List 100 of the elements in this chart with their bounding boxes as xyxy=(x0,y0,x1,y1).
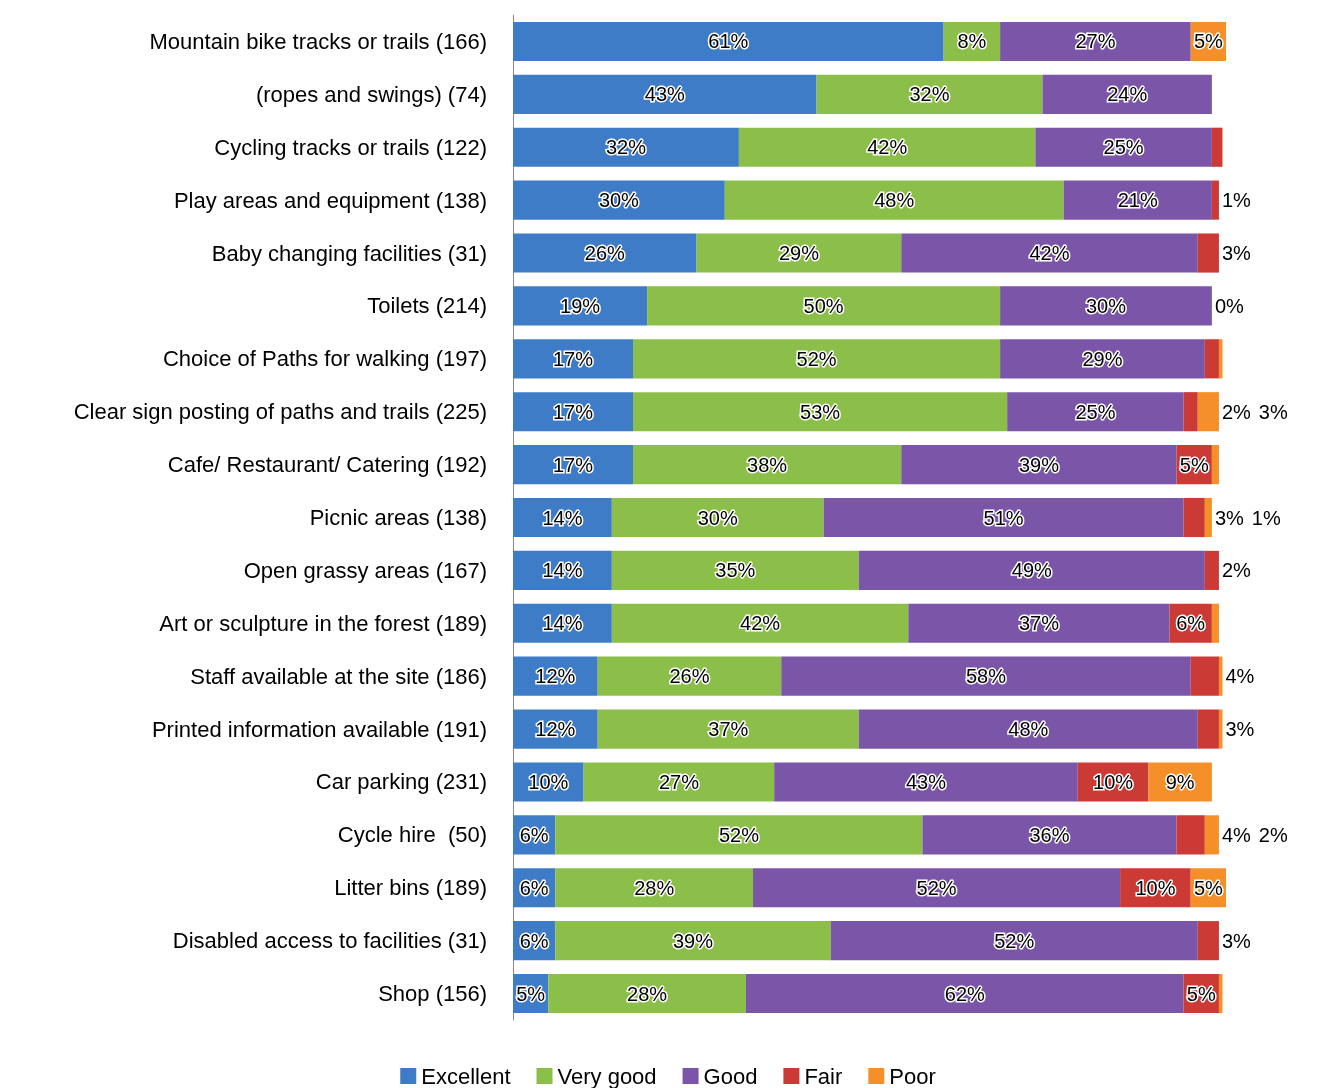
legend-label: Very good xyxy=(557,1063,657,1088)
bar xyxy=(1190,656,1219,696)
bar xyxy=(901,233,1198,273)
data-label: 5% xyxy=(1186,982,1216,1005)
bar xyxy=(513,180,725,220)
data-label: 32% xyxy=(909,83,950,106)
bar xyxy=(633,339,1001,379)
data-label: 5% xyxy=(516,982,546,1005)
data-label: 5% xyxy=(1193,30,1224,53)
data-label: 48% xyxy=(1008,718,1049,741)
data-label: 17% xyxy=(552,400,594,423)
bar xyxy=(513,127,739,167)
data-label: 9% xyxy=(1165,770,1195,793)
y-tick-label: Toilets (214) xyxy=(367,293,487,319)
y-tick-label: Cycle hire (50) xyxy=(337,822,487,848)
bar xyxy=(1204,497,1212,538)
y-tick-label: Picnic areas (138) xyxy=(309,505,487,530)
data-label: 28% xyxy=(634,876,675,899)
data-label: 8% xyxy=(957,30,987,53)
data-label: 6% xyxy=(519,823,549,846)
bar xyxy=(633,392,1008,432)
bar xyxy=(633,445,902,485)
bar xyxy=(901,445,1177,485)
legend-label: Fair xyxy=(804,1063,843,1088)
data-label: 2% xyxy=(1221,559,1252,582)
data-label: 26% xyxy=(669,665,710,688)
bar xyxy=(922,815,1177,855)
legend-label: Good xyxy=(703,1063,758,1088)
data-label: 32% xyxy=(605,136,647,159)
data-label: 6% xyxy=(519,876,549,899)
data-label: 3% xyxy=(1258,400,1288,423)
data-label: 2% xyxy=(1221,400,1252,423)
y-tick-label: Clear sign posting of paths and trails (225) xyxy=(73,399,487,425)
data-label: 25% xyxy=(1103,136,1144,159)
bar xyxy=(611,550,859,590)
bar xyxy=(858,709,1198,749)
data-label: 19% xyxy=(560,294,601,317)
data-label: 49% xyxy=(1011,559,1053,582)
data-label: 43% xyxy=(644,83,686,106)
data-label: 35% xyxy=(715,559,756,582)
bar xyxy=(1204,339,1219,379)
bar xyxy=(555,815,923,855)
data-label: 39% xyxy=(1018,453,1060,476)
bar xyxy=(1197,392,1219,432)
data-label: 4% xyxy=(1225,665,1255,688)
bar xyxy=(823,497,1184,538)
bar xyxy=(908,603,1170,643)
bar xyxy=(1000,286,1212,326)
data-label: 38% xyxy=(747,453,788,476)
data-label: 1% xyxy=(1251,506,1281,529)
data-label: 27% xyxy=(1075,30,1116,53)
data-label: 52% xyxy=(718,823,760,846)
bar xyxy=(611,497,824,538)
bar xyxy=(1042,74,1212,114)
data-label: 25% xyxy=(1075,400,1116,423)
data-label: 61% xyxy=(708,30,749,53)
bar xyxy=(555,921,831,961)
bar xyxy=(647,286,1001,326)
data-label: 6% xyxy=(519,929,549,952)
data-label: 42% xyxy=(1029,242,1070,265)
bar xyxy=(611,603,909,643)
data-label: 39% xyxy=(673,929,714,952)
bar xyxy=(548,973,746,1014)
y-tick-label: Baby changing facilities (31) xyxy=(211,240,487,266)
y-tick-label: Art or sculpture in the forest (189) xyxy=(159,610,487,636)
data-label: 58% xyxy=(965,665,1007,688)
bar xyxy=(1000,21,1191,62)
data-label: 62% xyxy=(944,982,986,1005)
bar xyxy=(830,921,1198,961)
bar xyxy=(696,233,902,273)
data-label: 1% xyxy=(1221,189,1252,212)
data-label: 37% xyxy=(1018,612,1060,635)
data-label: 52% xyxy=(796,347,837,370)
bar xyxy=(597,656,782,696)
bar xyxy=(858,550,1205,590)
data-label: 42% xyxy=(867,136,908,159)
data-label: 21% xyxy=(1117,189,1158,212)
data-label: 52% xyxy=(994,929,1035,952)
data-label: 3% xyxy=(1221,929,1252,952)
y-tick-label: Cycling tracks or trails (122) xyxy=(214,134,487,160)
bar xyxy=(513,233,697,273)
data-label: 26% xyxy=(584,242,625,265)
bar xyxy=(1204,815,1219,855)
bar xyxy=(1007,392,1184,432)
bar xyxy=(1183,392,1198,432)
bar xyxy=(513,21,944,62)
data-label: 14% xyxy=(542,559,583,582)
bar xyxy=(781,656,1191,696)
bar xyxy=(513,74,817,114)
bar xyxy=(1035,127,1212,167)
data-label: 30% xyxy=(1085,294,1127,317)
bar xyxy=(724,180,1064,220)
data-label: 30% xyxy=(598,189,640,212)
y-tick-label: (ropes and swings) (74) xyxy=(255,81,487,107)
data-label: 29% xyxy=(1082,347,1123,370)
bar xyxy=(1000,339,1205,379)
bar xyxy=(1211,603,1219,643)
bar xyxy=(583,762,775,802)
bar xyxy=(738,127,1036,167)
data-label: 37% xyxy=(708,718,749,741)
